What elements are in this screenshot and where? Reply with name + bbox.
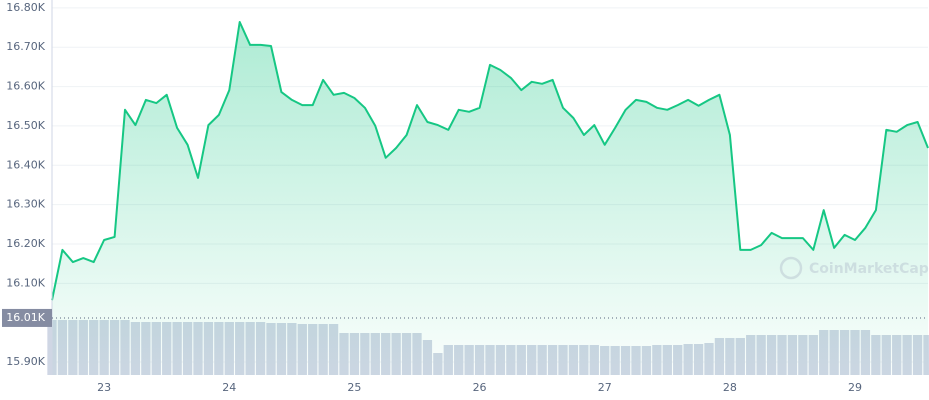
price-marker-box xyxy=(2,308,52,327)
y-tick-label: 16.30K xyxy=(6,198,45,211)
area-fill xyxy=(52,22,928,375)
y-tick-label: 16.20K xyxy=(6,237,45,250)
watermark-text: CoinMarketCap xyxy=(809,261,929,277)
y-tick-label: 16.10K xyxy=(6,276,45,289)
y-tick-label: 16.50K xyxy=(6,119,45,132)
plot xyxy=(51,21,929,375)
watermark: CoinMarketCap xyxy=(779,256,929,280)
y-tick-label: 16.70K xyxy=(6,40,45,53)
x-tick-label: 29 xyxy=(848,381,862,394)
x-tick-label: 23 xyxy=(97,381,111,394)
price-marker-label: 16.01K xyxy=(6,311,45,324)
price-line xyxy=(51,21,929,301)
y-tick-label: 16.40K xyxy=(6,158,45,171)
y-tick-label: 16.80K xyxy=(6,1,45,14)
x-tick-label: 28 xyxy=(723,381,737,394)
y-tick-label: 16.60K xyxy=(6,80,45,93)
y-tick-label: 15.90K xyxy=(6,355,45,368)
watermark-logo xyxy=(779,256,803,280)
x-tick-label: 24 xyxy=(222,381,236,394)
x-tick-label: 26 xyxy=(473,381,487,394)
x-tick-label: 27 xyxy=(598,381,612,394)
x-tick-label: 25 xyxy=(347,381,361,394)
